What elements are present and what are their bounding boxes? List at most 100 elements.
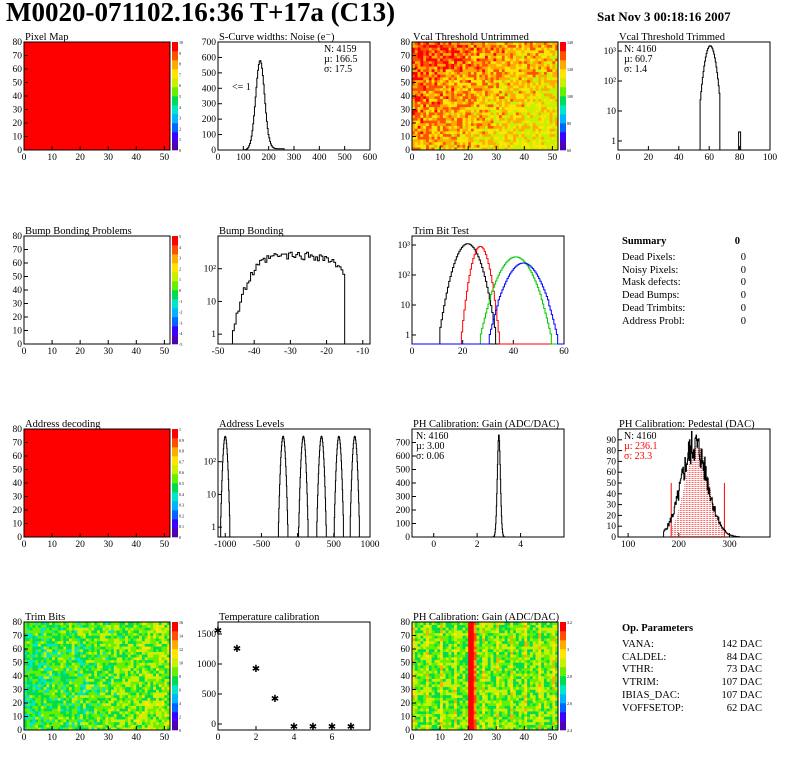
heatmap-cell <box>543 74 548 78</box>
heatmap-cell <box>141 686 146 690</box>
heatmap-cell <box>85 719 89 723</box>
heatmap-cell <box>493 87 497 91</box>
heatmap-cell <box>513 144 517 148</box>
heatmap-cell <box>43 724 47 728</box>
heatmap-cell <box>155 713 160 717</box>
heatmap-cell <box>99 689 103 693</box>
heatmap-cell <box>91 640 95 644</box>
heatmap-cell <box>102 670 106 674</box>
heatmap-cell <box>88 727 92 731</box>
heatmap-cell <box>437 58 441 62</box>
heatmap-cell <box>71 622 75 625</box>
heatmap-cell <box>496 117 500 121</box>
heatmap-cell <box>150 727 154 731</box>
heatmap-cell <box>552 90 556 94</box>
heatmap-cell <box>426 85 430 89</box>
heatmap-cell <box>54 724 58 728</box>
heatmap-cell <box>82 651 87 655</box>
heatmap-cell <box>119 694 123 698</box>
heatmap-cell <box>445 104 449 108</box>
x-tick-label: 300 <box>722 540 737 550</box>
heatmap-cell <box>136 646 140 650</box>
heatmap-cell <box>507 101 511 105</box>
heatmap-cell <box>74 651 78 655</box>
heatmap-cell <box>451 120 455 124</box>
heatmap-cell <box>144 627 148 631</box>
heatmap-cell <box>417 114 421 118</box>
heatmap-cell <box>88 716 92 720</box>
heatmap-cell <box>150 676 154 679</box>
heatmap-cell <box>470 112 475 116</box>
heatmap-cell <box>49 719 53 723</box>
heatmap-cell <box>108 719 112 723</box>
heatmap-cell <box>91 700 95 704</box>
heatmap-cell <box>426 117 430 121</box>
heatmap-cell <box>420 77 424 81</box>
heatmap-cell <box>155 727 160 731</box>
heatmap-cell <box>414 654 418 658</box>
heatmap-cell <box>482 50 486 54</box>
heatmap-cell <box>499 117 503 121</box>
heatmap-cell <box>52 692 56 696</box>
y-tick-label: 600 <box>202 53 217 63</box>
heatmap-cell <box>451 47 455 51</box>
heatmap-cell <box>546 98 550 102</box>
heatmap-cell <box>482 141 486 145</box>
heatmap-cell <box>66 649 70 652</box>
heatmap-cell <box>473 98 477 102</box>
heatmap-cell <box>527 58 531 62</box>
heatmap-cell <box>66 716 70 720</box>
heatmap-cell <box>499 52 503 56</box>
y-tick-label: 70 <box>607 457 617 467</box>
heatmap-cell <box>139 643 143 647</box>
heatmap-cell <box>105 640 109 644</box>
heatmap-cell <box>80 670 84 674</box>
heatmap-cell <box>24 676 28 679</box>
heatmap-cell <box>473 66 477 70</box>
heatmap-cell <box>535 87 539 91</box>
heatmap-cell <box>38 630 42 634</box>
heatmap-cell <box>527 69 531 72</box>
heatmap-cell <box>504 77 508 81</box>
heatmap-cell <box>32 649 36 652</box>
y-tick-label: 10³ <box>398 241 411 251</box>
heatmap-cell <box>49 651 53 655</box>
heatmap-cell <box>456 50 461 54</box>
heatmap-cell <box>482 66 486 70</box>
heatmap-cell <box>462 79 466 83</box>
heatmap-cell <box>141 692 146 696</box>
heatmap-cell <box>504 66 508 70</box>
heatmap-cell <box>414 47 418 51</box>
heatmap-cell <box>420 651 424 655</box>
heatmap-cell <box>52 643 56 647</box>
heatmap-cell <box>155 657 160 661</box>
heatmap-cell <box>167 684 171 688</box>
heatmap-cell <box>412 58 416 62</box>
heatmap-cell <box>127 657 131 661</box>
heatmap-cell <box>485 125 489 129</box>
heatmap-cell <box>420 638 424 642</box>
heatmap-cell <box>164 627 168 631</box>
heatmap-cell <box>541 98 545 102</box>
heatmap-cell <box>476 77 480 81</box>
heatmap-cell <box>442 79 446 83</box>
heatmap-cell <box>167 692 171 696</box>
heatmap-cell <box>428 69 432 72</box>
heatmap-cell <box>85 657 89 661</box>
heatmap-cell <box>40 703 44 706</box>
heatmap-cell <box>507 136 511 140</box>
y-tick-label: 200 <box>202 115 217 125</box>
heatmap-cell <box>555 136 559 140</box>
colorbar-segment <box>172 308 178 318</box>
heatmap-cell <box>496 74 500 78</box>
heatmap-cell <box>504 44 508 48</box>
heatmap-cell <box>74 692 78 696</box>
heatmap-cell <box>546 114 550 118</box>
heatmap-cell <box>161 632 165 636</box>
heatmap-cell <box>529 42 534 45</box>
plot-frame-border <box>23 235 171 345</box>
plot-title: Address Levels <box>219 419 284 430</box>
heatmap-cell <box>543 123 548 126</box>
heatmap-cell <box>68 700 73 704</box>
heatmap-cell <box>451 87 455 91</box>
